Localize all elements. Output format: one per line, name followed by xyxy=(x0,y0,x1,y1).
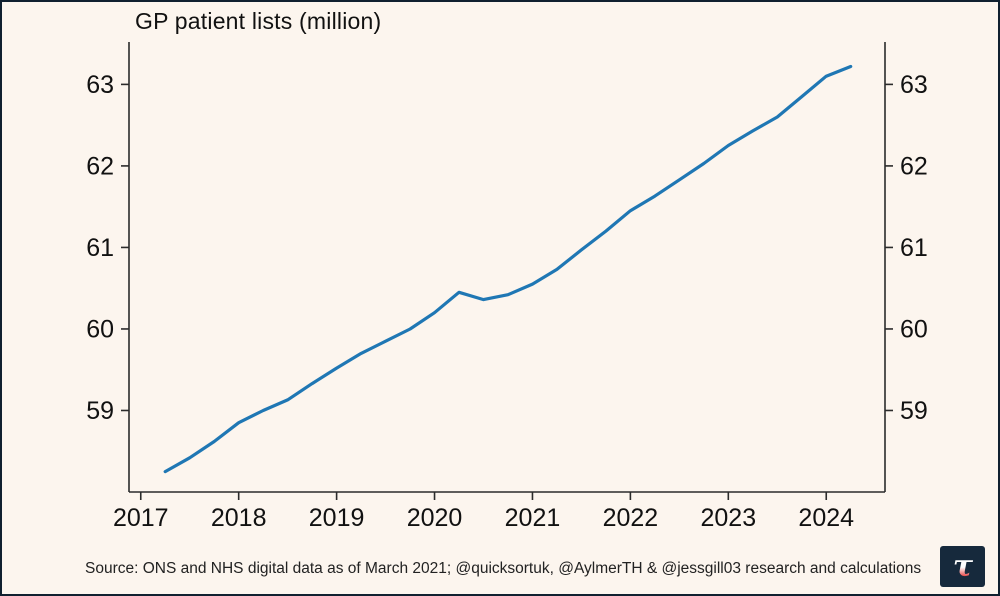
logo: τ xyxy=(940,546,985,587)
source-note: Source: ONS and NHS digital data as of M… xyxy=(85,560,922,577)
y-tick-label-left: 60 xyxy=(86,316,114,344)
y-tick-label-left: 59 xyxy=(86,397,114,425)
x-tick-label: 2019 xyxy=(309,504,365,532)
y-tick-label-left: 62 xyxy=(86,153,114,181)
y-tick-label-right: 59 xyxy=(900,397,928,425)
y-tick-label-right: 63 xyxy=(900,71,928,99)
x-tick-label: 2024 xyxy=(798,504,854,532)
tau-logo-icon: τ xyxy=(953,549,974,584)
x-tick-label: 2021 xyxy=(505,504,561,532)
y-tick-label-left: 63 xyxy=(86,71,114,99)
x-tick-label: 2022 xyxy=(603,504,659,532)
x-tick-label: 2020 xyxy=(407,504,463,532)
y-tick-label-right: 60 xyxy=(900,316,928,344)
y-tick-label-left: 61 xyxy=(86,234,114,262)
y-tick-label-right: 61 xyxy=(900,234,928,262)
data-line-series xyxy=(163,64,853,474)
y-tick-label-right: 62 xyxy=(900,153,928,181)
logo-background xyxy=(940,546,985,587)
x-tick-label: 2023 xyxy=(701,504,757,532)
chart-title: GP patient lists (million) xyxy=(135,8,382,34)
x-tick-label: 2018 xyxy=(211,504,267,532)
x-tick-label: 2017 xyxy=(113,504,169,532)
